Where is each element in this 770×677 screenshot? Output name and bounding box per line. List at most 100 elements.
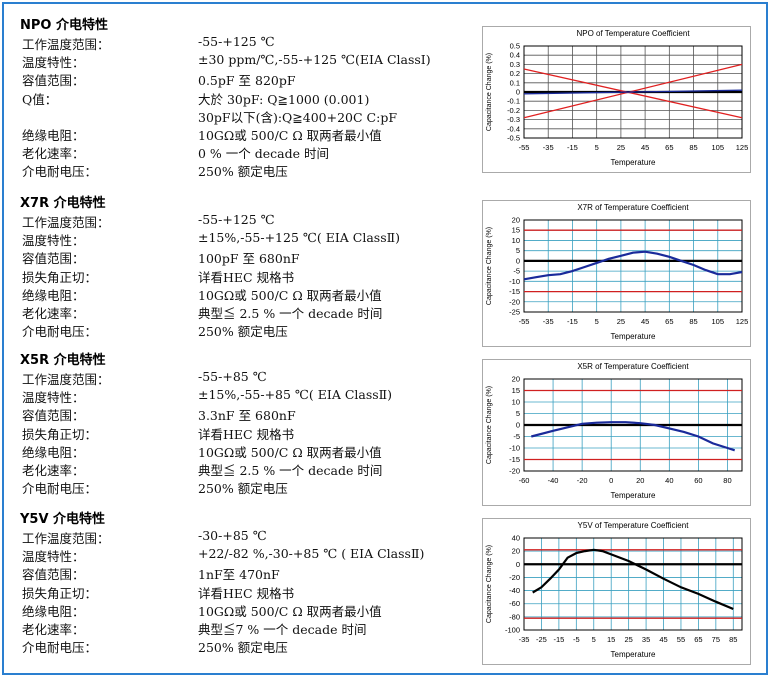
x-tick-label: 25 [617,143,625,152]
chart: X7R of Temperature Coefficient Temperatur… [482,200,751,347]
row-label: 介电耐电压： [22,640,98,656]
row-value: 1nF至 470nF [198,567,280,583]
data-line [523,63,743,119]
x-tick-label: 5 [595,317,599,326]
y-tick-label: 0.2 [510,69,520,78]
row-value: 10GΩ或 500/C Ω 取两者最小值 [198,603,382,619]
chart-frame [482,518,751,665]
y-tick-label: 10 [512,236,520,245]
x-tick-label: 60 [694,476,702,485]
chart-frame [482,26,751,173]
section-title: X7R 介电特性 [20,196,106,211]
row-value: 典型≦7 % 一个 decade 时间 [198,622,367,637]
row-label: 绝缘电阻： [22,287,85,303]
row-label: 介电耐电压： [22,164,98,180]
y-tick-label: 0 [516,88,520,97]
x-tick-label: 35 [642,635,650,644]
x-tick-label: 105 [712,317,725,326]
x-tick-label: -55 [519,317,530,326]
chart-title: X5R of Temperature Coefficient [577,362,689,371]
row-label: 工作温度范围： [22,215,110,230]
row-value: 详看HEC 规格书 [198,269,295,285]
y-tick-label: 20 [512,375,520,384]
row-label: 损失角正切： [22,426,98,442]
y-tick-label: 0.1 [510,78,520,87]
row-value: ±15%,-55-+85 ℃( EIA ClassⅡ) [198,387,393,403]
row-value: 10GΩ或 500/C Ω 取两者最小值 [198,287,382,303]
y-tick-label: 20 [512,547,520,556]
data-line [523,89,743,95]
row-value: -55-+125 ℃ [198,34,275,49]
row-label: 介电耐电压： [22,324,98,340]
y-tick-label: 0.4 [510,51,520,60]
chart-frame [482,200,751,347]
row-value: 详看HEC 规格书 [198,426,295,442]
row-label: 温度特性： [22,233,85,249]
y-tick-label: -0.4 [507,124,520,133]
x-tick-label: 45 [659,635,667,644]
y-tick-label: -25 [509,308,520,317]
x-tick-label: 20 [636,476,644,485]
y-tick-label: -10 [509,444,520,453]
x-tick-label: -35 [543,143,554,152]
row-label: 损失角正切： [22,269,98,285]
row-label: 老化速率： [22,622,85,637]
chart-title: NPO of Temperature Coefficient [576,29,690,38]
row-label: 绝缘电阻： [22,128,85,143]
data-line [523,68,743,119]
y-tick-label: 0.3 [510,60,520,69]
section-title: NPO 介电特性 [20,18,108,33]
y-tick-label: -80 [509,612,520,621]
x-tick-label: 0 [609,476,613,485]
x-tick-label: 85 [729,635,737,644]
x-tick-label: -15 [567,317,578,326]
x-tick-label: 65 [694,635,702,644]
y-tick-label: 20 [512,216,520,225]
x-tick-label: -15 [553,635,564,644]
x-tick-label: -55 [519,143,530,152]
x-tick-label: 85 [689,317,697,326]
y-tick-label: -60 [509,599,520,608]
row-label: 容值范围： [22,567,85,583]
row-value: 0 % 一个 decade 时间 [198,146,329,162]
row-value: -55-+85 ℃ [198,369,267,384]
x-tick-label: -35 [543,317,554,326]
chart-title: X7R of Temperature Coefficient [577,203,689,212]
row-value: 250% 额定电压 [198,640,288,656]
data-line [523,250,743,281]
x-tick-label: 105 [712,143,725,152]
chart-title: Y5V of Temperature Coefficient [578,521,690,530]
y-tick-label: -5 [513,267,520,276]
row-value: ±30 ppm/℃,-55-+125 ℃(EIA ClassⅠ) [198,52,431,68]
y-tick-label: -20 [509,573,520,582]
x-tick-label: 125 [736,317,749,326]
x-tick-label: 125 [736,143,749,152]
row-label: 损失角正切： [22,585,98,601]
y-tick-label: -0.3 [507,115,520,124]
section-title: X5R 介电特性 [20,353,106,368]
row-label: 老化速率： [22,463,85,478]
y-tick-label: -0.1 [507,97,520,106]
y-tick-label: -15 [509,455,520,464]
y-tick-label: -40 [509,586,520,595]
row-value: 250% 额定电压 [198,324,288,340]
y-tick-label: -20 [509,467,520,476]
y-tick-label: 15 [512,226,520,235]
x-tick-label: 65 [665,143,673,152]
x-tick-label: -5 [573,635,580,644]
row-label: 绝缘电阻： [22,603,85,619]
row-label: 老化速率： [22,306,85,321]
row-value: 详看HEC 规格书 [198,585,295,601]
row-label: 介电耐电压： [22,481,98,497]
row-value: 10GΩ或 500/C Ω 取两者最小值 [198,128,382,143]
x-tick-label: 65 [665,317,673,326]
plot-border [523,378,743,472]
row-value: 大於 30pF: Q≧1000 (0.001) [198,91,370,107]
row-label: 温度特性： [22,55,85,71]
row-label: 温度特性： [22,549,85,565]
row-label: 老化速率： [22,146,85,162]
chart: NPO of Temperature Coefficient Temperatur… [482,26,751,173]
chart: Y5V of Temperature Coefficient Temperatur… [482,518,751,665]
y-tick-label: -0.5 [507,134,520,143]
y-tick-label: 0.5 [510,42,520,51]
